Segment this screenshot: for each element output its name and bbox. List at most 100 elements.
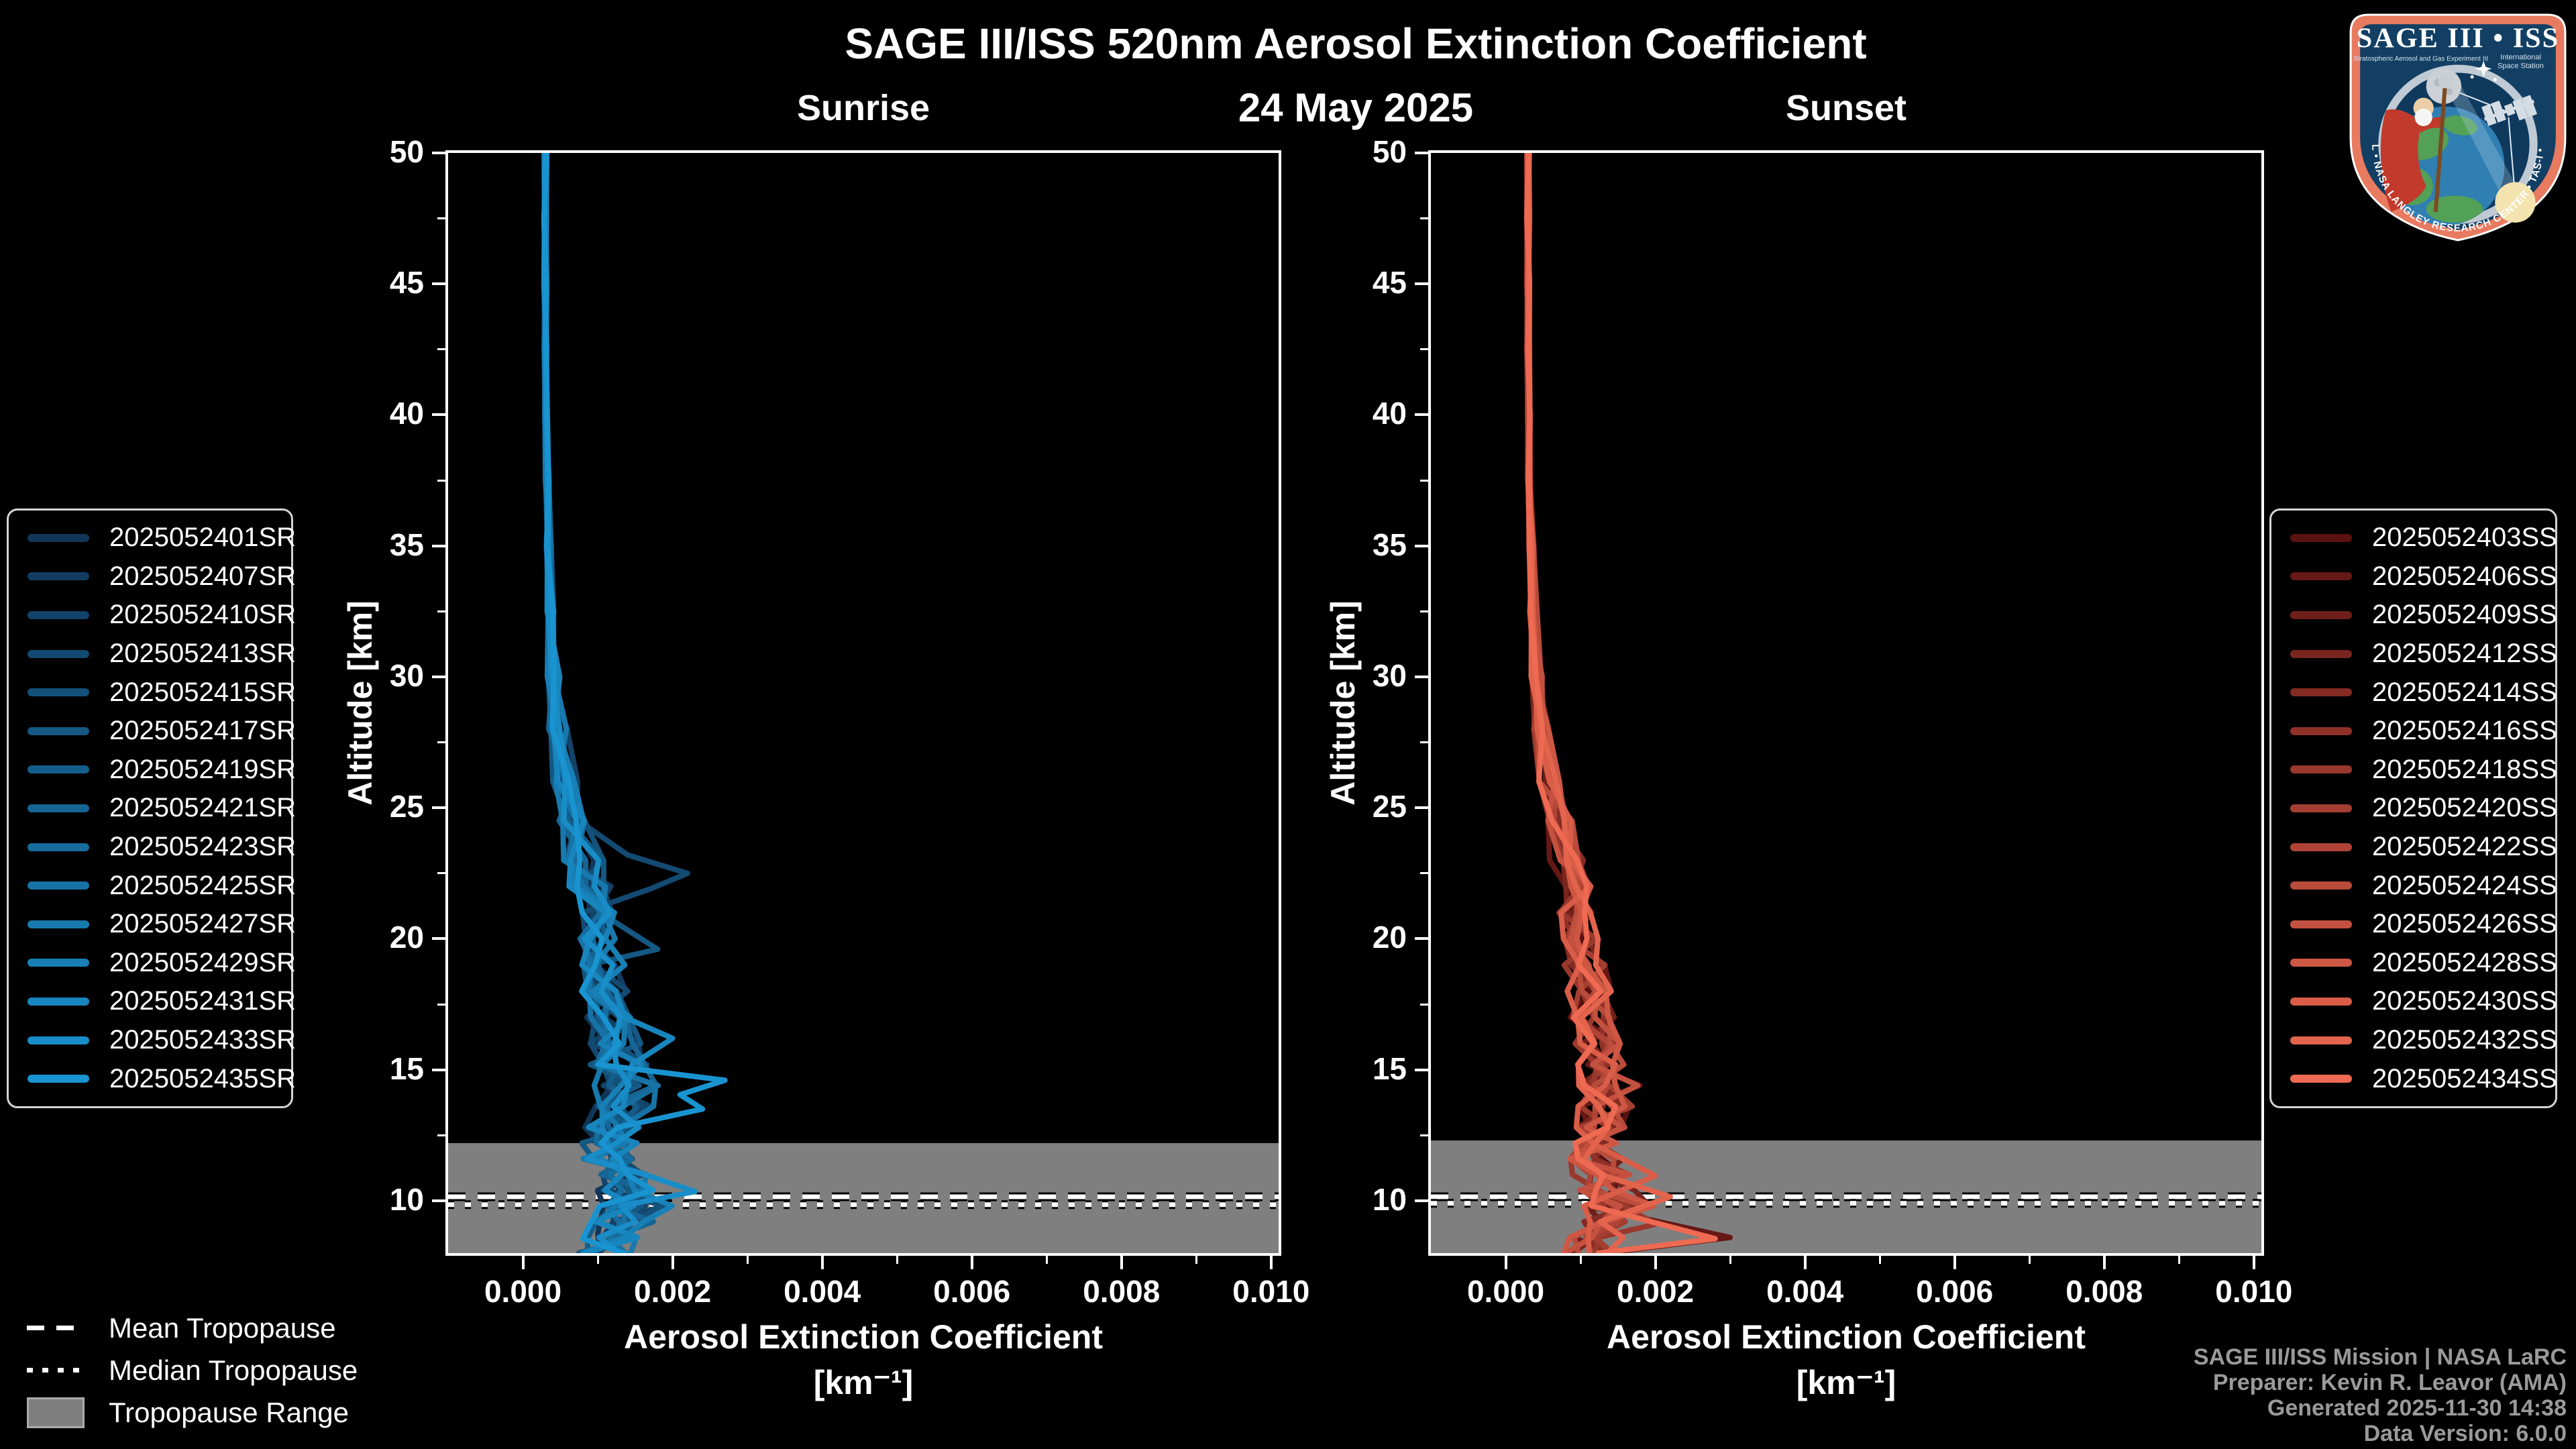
x-minor-tick: [1195, 1256, 1197, 1264]
x-minor-tick: [2178, 1256, 2180, 1264]
y-tick-label: 30: [1372, 657, 1407, 693]
mean-tropopause-dash-icon: [27, 1326, 85, 1330]
y-tick: [1415, 1199, 1428, 1202]
legend-line-swatch: [28, 727, 89, 735]
y-minor-tick: [437, 872, 445, 875]
y-tick-label: 10: [389, 1181, 424, 1217]
x-tick-label: 0.004: [784, 1274, 861, 1309]
y-minor-tick: [1420, 217, 1428, 220]
legend-line-swatch: [2290, 649, 2352, 658]
legend-item: 2025052412SS: [2271, 639, 2557, 669]
legend-event-label: 2025052428SS: [2372, 947, 2557, 977]
x-tick-label: 0.008: [1083, 1274, 1161, 1309]
x-tick-label: 0.000: [484, 1274, 562, 1309]
legend-item: 2025052430SS: [2271, 986, 2557, 1016]
x-tick-label: 0.002: [1617, 1274, 1695, 1309]
legend-line-swatch: [28, 572, 89, 581]
legend-event-label: 2025052434SS: [2372, 1063, 2557, 1093]
x-tick: [820, 1256, 824, 1269]
legend-item: 2025052425SR: [9, 871, 296, 901]
x-minor-tick: [1579, 1256, 1582, 1264]
legend-event-label: 2025052432SS: [2372, 1025, 2557, 1055]
legend-item: 2025052409SS: [2271, 600, 2557, 630]
y-tick: [432, 937, 445, 941]
patch-title: SAGE III • ISS: [2357, 22, 2559, 54]
legend-item: 2025052422SS: [2271, 832, 2557, 862]
y-minor-tick: [437, 610, 445, 612]
legend-item: 2025052415SR: [9, 678, 296, 708]
iss-icon: [2481, 95, 2538, 126]
x-minor-tick: [896, 1256, 898, 1264]
figure-title: SAGE III/ISS 520nm Aerosol Extinction Co…: [845, 19, 1867, 68]
legend-line-swatch: [2290, 610, 2352, 619]
y-tick-label: 30: [389, 657, 424, 693]
x-tick: [1120, 1256, 1123, 1269]
legend-line-swatch: [28, 533, 89, 542]
sunrise-plot: Sunrise Altitude [km] Aerosol Extinction…: [341, 88, 1309, 1401]
legend-line-swatch: [28, 997, 89, 1006]
sunrise-panel-title: Sunrise: [796, 88, 930, 128]
sunset-plot-canvas: [1431, 153, 2261, 1253]
patch-subtitle-left: Stratospheric Aerosol and Gas Experiment…: [2353, 55, 2488, 62]
legend-line-swatch: [2290, 881, 2352, 890]
legend-event-label: 2025052420SS: [2372, 793, 2557, 823]
y-tick-label: 20: [389, 920, 424, 955]
y-tick: [432, 1199, 445, 1202]
legend-event-label: 2025052416SS: [2372, 716, 2557, 746]
y-tick: [432, 413, 445, 417]
sage-beard: [2414, 108, 2432, 126]
legend-item: 2025052420SS: [2271, 793, 2557, 823]
y-tick-label: 50: [1372, 133, 1407, 169]
legend-line-swatch: [2290, 1036, 2352, 1044]
y-tick: [1415, 413, 1428, 417]
y-tick-label: 45: [389, 265, 424, 301]
median-tropopause-dot-icon: [27, 1368, 85, 1373]
y-tick-label: 40: [389, 396, 424, 431]
x-minor-tick: [1045, 1256, 1048, 1264]
y-minor-tick: [437, 348, 445, 351]
legend-item: 2025052413SR: [9, 639, 296, 669]
legend-line-swatch: [2290, 765, 2352, 774]
x-tick: [1654, 1256, 1657, 1269]
profile-line-2025052434SS: [1524, 153, 1718, 1253]
legend-event-label: 2025052429SR: [109, 947, 297, 977]
x-minor-tick: [1878, 1256, 1881, 1264]
legend-item: 2025052421SR: [9, 793, 296, 823]
legend-line-swatch: [2290, 688, 2352, 697]
x-tick: [1803, 1256, 1807, 1269]
y-tick-label: 45: [1372, 265, 1407, 301]
y-tick-label: 35: [389, 527, 424, 562]
y-minor-tick: [437, 1134, 445, 1136]
sunlight-beam: [2446, 83, 2524, 207]
star-icon: [2475, 60, 2492, 77]
sunset-x-axis-label: Aerosol Extinction Coefficient: [1607, 1318, 2086, 1356]
legend-event-label: 2025052431SR: [109, 986, 297, 1016]
legend-line-swatch: [28, 804, 89, 812]
y-minor-tick: [437, 217, 445, 220]
legend-event-label: 2025052430SS: [2372, 986, 2557, 1016]
sunset-x-axis-units: [km⁻¹]: [1796, 1364, 1896, 1401]
y-tick: [432, 544, 445, 547]
credits: SAGE III/ISS Mission | NASA LaRC Prepare…: [2194, 1344, 2567, 1446]
y-tick: [1415, 544, 1428, 547]
legend-item: 2025052406SS: [2271, 561, 2557, 592]
x-tick: [1269, 1256, 1273, 1269]
sunset-panel-title: Sunset: [1785, 88, 1907, 128]
star-icon: [2493, 78, 2497, 82]
legend-event-label: 2025052427SR: [109, 909, 297, 939]
legend-event-label: 2025052414SS: [2372, 677, 2557, 707]
legend-item: 2025052424SS: [2271, 871, 2557, 901]
median-tropopause-legend-item: Median Tropopause: [27, 1349, 358, 1391]
y-tick: [432, 282, 445, 286]
sunset-plot: Sunset Altitude [km] Aerosol Extinction …: [1324, 88, 2292, 1401]
y-tick: [432, 675, 445, 678]
legend-item: 2025052416SS: [2271, 716, 2557, 746]
patch-subtitle-right-2: Space Station: [2498, 62, 2544, 70]
sage-figure: [2380, 109, 2426, 212]
x-tick: [2102, 1256, 2106, 1269]
legend-item: 2025052418SS: [2271, 755, 2557, 785]
y-minor-tick: [1420, 348, 1428, 351]
legend-event-label: 2025052410SR: [109, 600, 297, 630]
legend-line-swatch: [2290, 997, 2352, 1006]
x-tick-label: 0.006: [1916, 1274, 1994, 1309]
